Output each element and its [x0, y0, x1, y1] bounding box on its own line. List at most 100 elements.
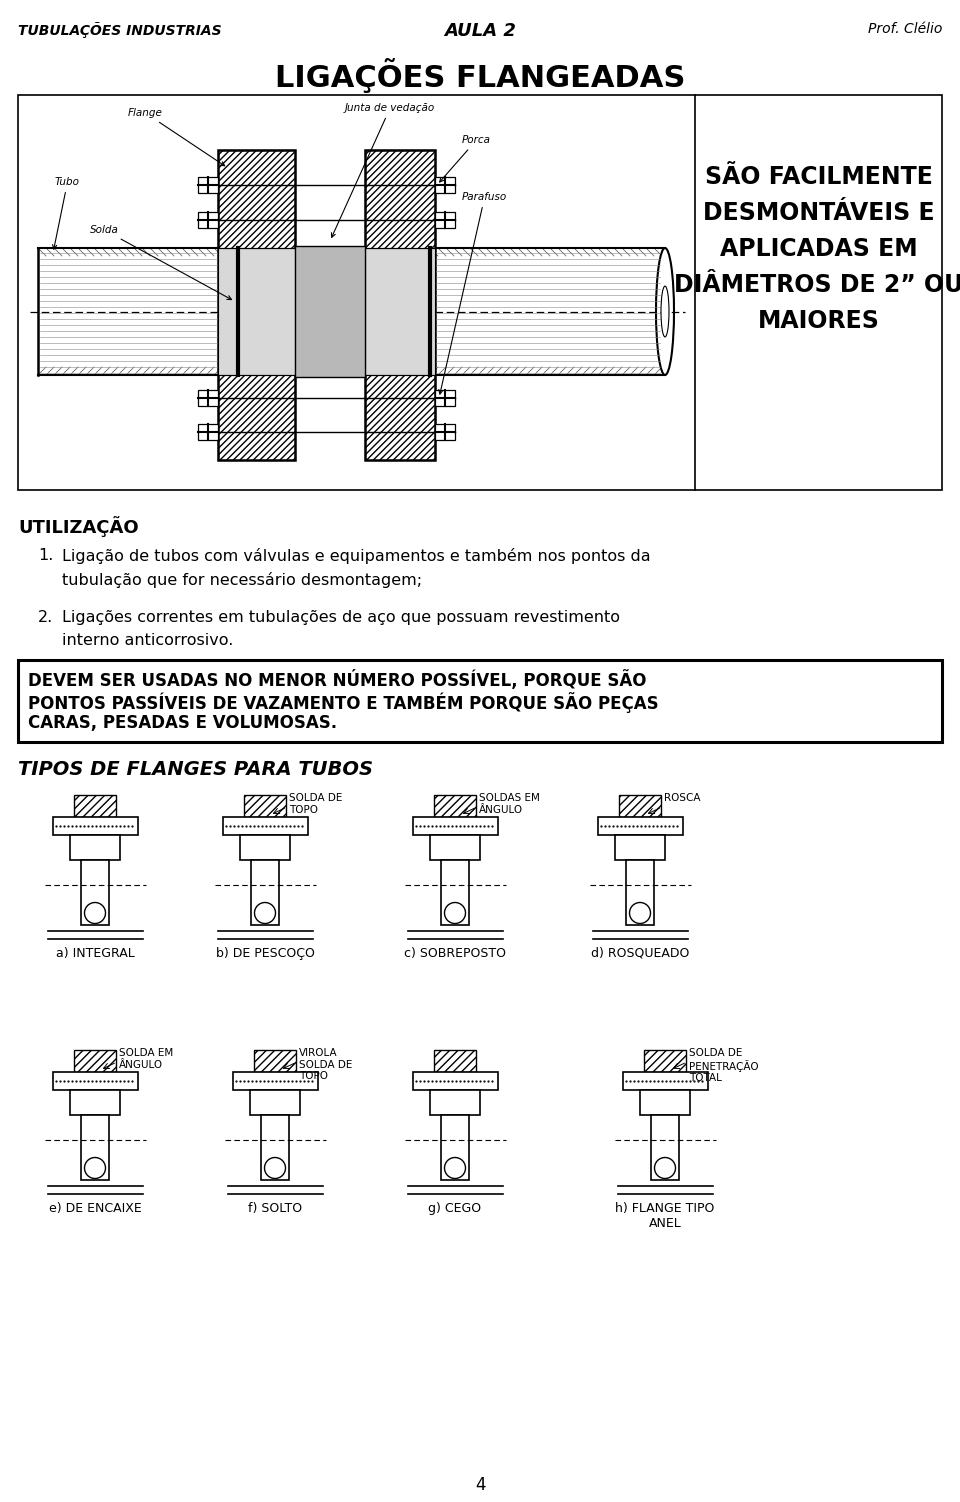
Bar	[435, 212, 455, 228]
Bar	[53, 817, 138, 835]
Bar	[435, 391, 455, 406]
Bar	[218, 150, 295, 460]
Text: LIGAÇÕES FLANGEADAS: LIGAÇÕES FLANGEADAS	[275, 59, 685, 93]
Text: h) FLANGE TIPO
ANEL: h) FLANGE TIPO ANEL	[615, 1202, 714, 1230]
Bar	[218, 248, 295, 376]
Bar	[218, 150, 295, 248]
Bar	[626, 861, 654, 925]
Bar	[430, 835, 480, 861]
Bar	[74, 1050, 116, 1072]
Bar	[435, 424, 455, 440]
Bar	[81, 1114, 109, 1181]
Ellipse shape	[656, 248, 674, 376]
Text: UTILIZAÇÃO: UTILIZAÇÃO	[18, 517, 138, 538]
Text: e) DE ENCAIXE: e) DE ENCAIXE	[49, 1202, 141, 1215]
Text: DESMONTÁVEIS E: DESMONTÁVEIS E	[703, 201, 934, 225]
Bar	[198, 424, 218, 440]
Bar	[365, 248, 435, 376]
Text: Solda: Solda	[90, 225, 231, 299]
Text: Porca: Porca	[440, 135, 491, 182]
Bar	[240, 835, 290, 861]
Text: Flange: Flange	[128, 108, 225, 165]
Bar	[598, 817, 683, 835]
Text: VIROLA
SOLDA DE
TOPO: VIROLA SOLDA DE TOPO	[299, 1048, 352, 1081]
Text: Ligações correntes em tubulações de aço que possuam revestimento: Ligações correntes em tubulações de aço …	[62, 610, 620, 625]
Text: 1.: 1.	[38, 548, 54, 563]
Bar	[70, 835, 120, 861]
Text: Tubo: Tubo	[53, 177, 80, 249]
Bar	[365, 376, 435, 460]
Bar	[441, 1114, 469, 1181]
Ellipse shape	[655, 1158, 676, 1179]
Bar	[218, 376, 295, 460]
Text: Junta de vedação: Junta de vedação	[331, 104, 435, 237]
Bar	[365, 150, 435, 460]
Text: Prof. Clélio: Prof. Clélio	[868, 23, 942, 36]
Ellipse shape	[444, 1158, 466, 1179]
Text: g) CEGO: g) CEGO	[428, 1202, 482, 1215]
Text: c) SOBREPOSTO: c) SOBREPOSTO	[404, 946, 506, 960]
Text: a) INTEGRAL: a) INTEGRAL	[56, 946, 134, 960]
Bar	[53, 1072, 138, 1090]
Text: ROSCA: ROSCA	[664, 793, 701, 804]
Text: DEVEM SER USADAS NO MENOR NÚMERO POSSÍVEL, PORQUE SÃO: DEVEM SER USADAS NO MENOR NÚMERO POSSÍVE…	[28, 670, 646, 689]
Text: AULA 2: AULA 2	[444, 23, 516, 41]
Bar	[254, 1050, 296, 1072]
Text: Ligação de tubos com válvulas e equipamentos e também nos pontos da: Ligação de tubos com válvulas e equipame…	[62, 548, 651, 563]
Text: DIÂMETROS DE 2” OU: DIÂMETROS DE 2” OU	[674, 273, 960, 297]
Text: d) ROSQUEADO: d) ROSQUEADO	[590, 946, 689, 960]
Bar	[651, 1114, 679, 1181]
Bar	[261, 1114, 289, 1181]
Bar	[413, 1072, 498, 1090]
Ellipse shape	[265, 1158, 285, 1179]
Bar	[430, 1090, 480, 1114]
Bar	[365, 150, 435, 248]
Text: Parafuso: Parafuso	[439, 192, 507, 394]
Ellipse shape	[630, 903, 651, 924]
Text: CARAS, PESADAS E VOLUMOSAS.: CARAS, PESADAS E VOLUMOSAS.	[28, 713, 337, 731]
Text: SOLDA DE
PENETRAÇÃO
TOTAL: SOLDA DE PENETRAÇÃO TOTAL	[689, 1048, 758, 1083]
Bar	[413, 817, 498, 835]
Text: PONTOS PASSÍVEIS DE VAZAMENTO E TAMBÉM PORQUE SÃO PEÇAS: PONTOS PASSÍVEIS DE VAZAMENTO E TAMBÉM P…	[28, 692, 659, 713]
Bar	[623, 1072, 708, 1090]
Ellipse shape	[84, 903, 106, 924]
Bar	[81, 861, 109, 925]
Bar	[18, 659, 942, 742]
Bar	[223, 817, 308, 835]
Text: SOLDAS EM
ÂNGULO: SOLDAS EM ÂNGULO	[479, 793, 540, 814]
Text: TIPOS DE FLANGES PARA TUBOS: TIPOS DE FLANGES PARA TUBOS	[18, 760, 373, 780]
Bar	[434, 1050, 476, 1072]
Text: APLICADAS EM: APLICADAS EM	[720, 237, 918, 261]
Ellipse shape	[84, 1158, 106, 1179]
Bar	[198, 391, 218, 406]
Text: 2.: 2.	[38, 610, 53, 625]
Text: interno anticorrosivo.: interno anticorrosivo.	[62, 632, 233, 647]
Ellipse shape	[444, 903, 466, 924]
Text: TUBULAÇÕES INDUSTRIAS: TUBULAÇÕES INDUSTRIAS	[18, 23, 222, 38]
Bar	[198, 177, 218, 192]
Text: tubulação que for necessário desmontagem;: tubulação que for necessário desmontagem…	[62, 572, 422, 587]
Text: SOLDA DE
TOPO: SOLDA DE TOPO	[289, 793, 343, 814]
Text: SÃO FACILMENTE: SÃO FACILMENTE	[705, 165, 932, 189]
Bar	[640, 1090, 690, 1114]
Text: SOLDA EM
ÂNGULO: SOLDA EM ÂNGULO	[119, 1048, 173, 1069]
Bar	[250, 1090, 300, 1114]
Bar	[434, 795, 476, 817]
Bar	[74, 795, 116, 817]
Bar	[644, 1050, 686, 1072]
Ellipse shape	[661, 285, 669, 336]
Bar	[244, 795, 286, 817]
Bar	[198, 212, 218, 228]
Text: b) DE PESCOÇO: b) DE PESCOÇO	[216, 946, 315, 960]
Bar	[615, 835, 665, 861]
Text: f) SOLTO: f) SOLTO	[248, 1202, 302, 1215]
Bar	[441, 861, 469, 925]
Bar	[435, 177, 455, 192]
Bar	[233, 1072, 318, 1090]
Ellipse shape	[254, 903, 276, 924]
Bar	[619, 795, 661, 817]
Text: MAIORES: MAIORES	[757, 309, 879, 333]
Bar	[295, 246, 365, 377]
Bar	[251, 861, 279, 925]
Text: 4: 4	[475, 1476, 485, 1494]
